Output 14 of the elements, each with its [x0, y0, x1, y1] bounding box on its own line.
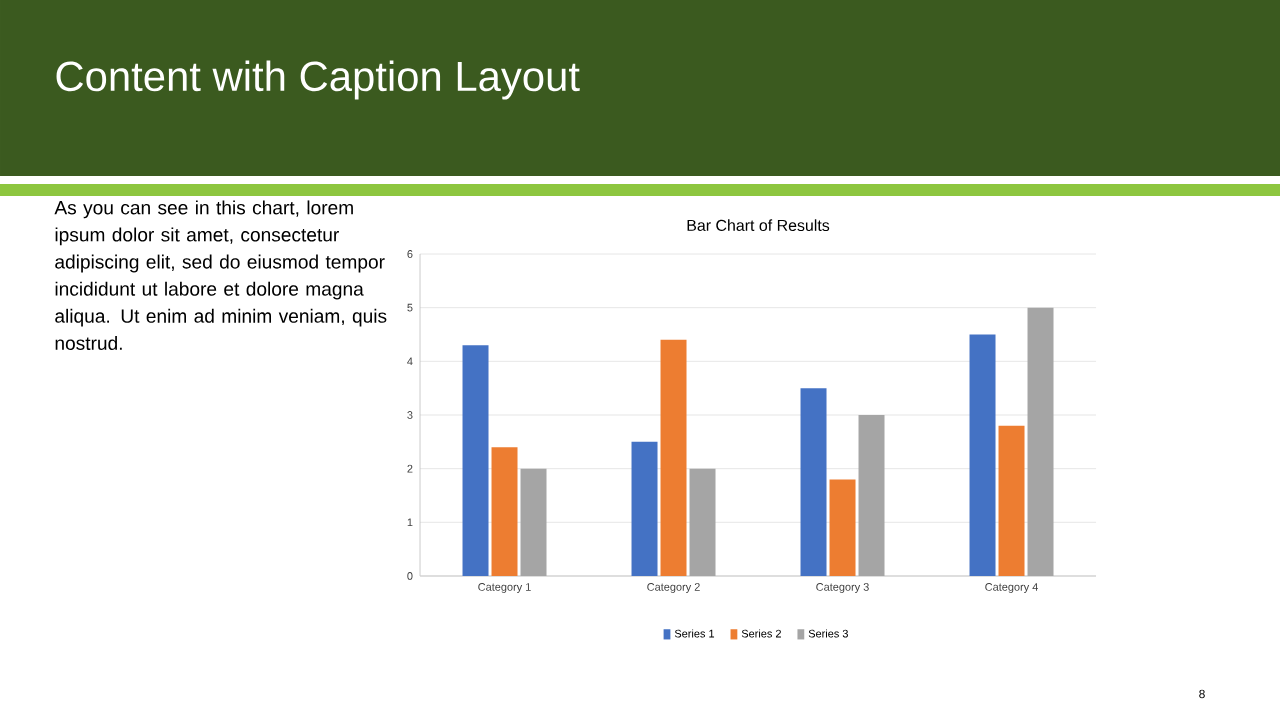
bar: [998, 425, 1025, 576]
bar: [491, 447, 518, 576]
bar: [462, 345, 489, 576]
bar: [660, 339, 687, 576]
bar: [520, 468, 547, 576]
text: Content with Caption Layout: [56, 60, 580, 100]
bar: [1027, 307, 1054, 576]
bar: [800, 388, 827, 576]
bar: [689, 468, 716, 576]
bar: [969, 334, 996, 576]
bar: [858, 415, 885, 576]
text: As you can see in this chart, lorem ipsum dolor sit amet, consectetur adipiscing elit, sed do eiusmod tempor incididunt ut labore et dolore magna aliqua. Ut enim ad minim veniam, quis nostrud.: [54, 200, 387, 350]
bar: [829, 479, 856, 576]
bar: [631, 441, 658, 576]
